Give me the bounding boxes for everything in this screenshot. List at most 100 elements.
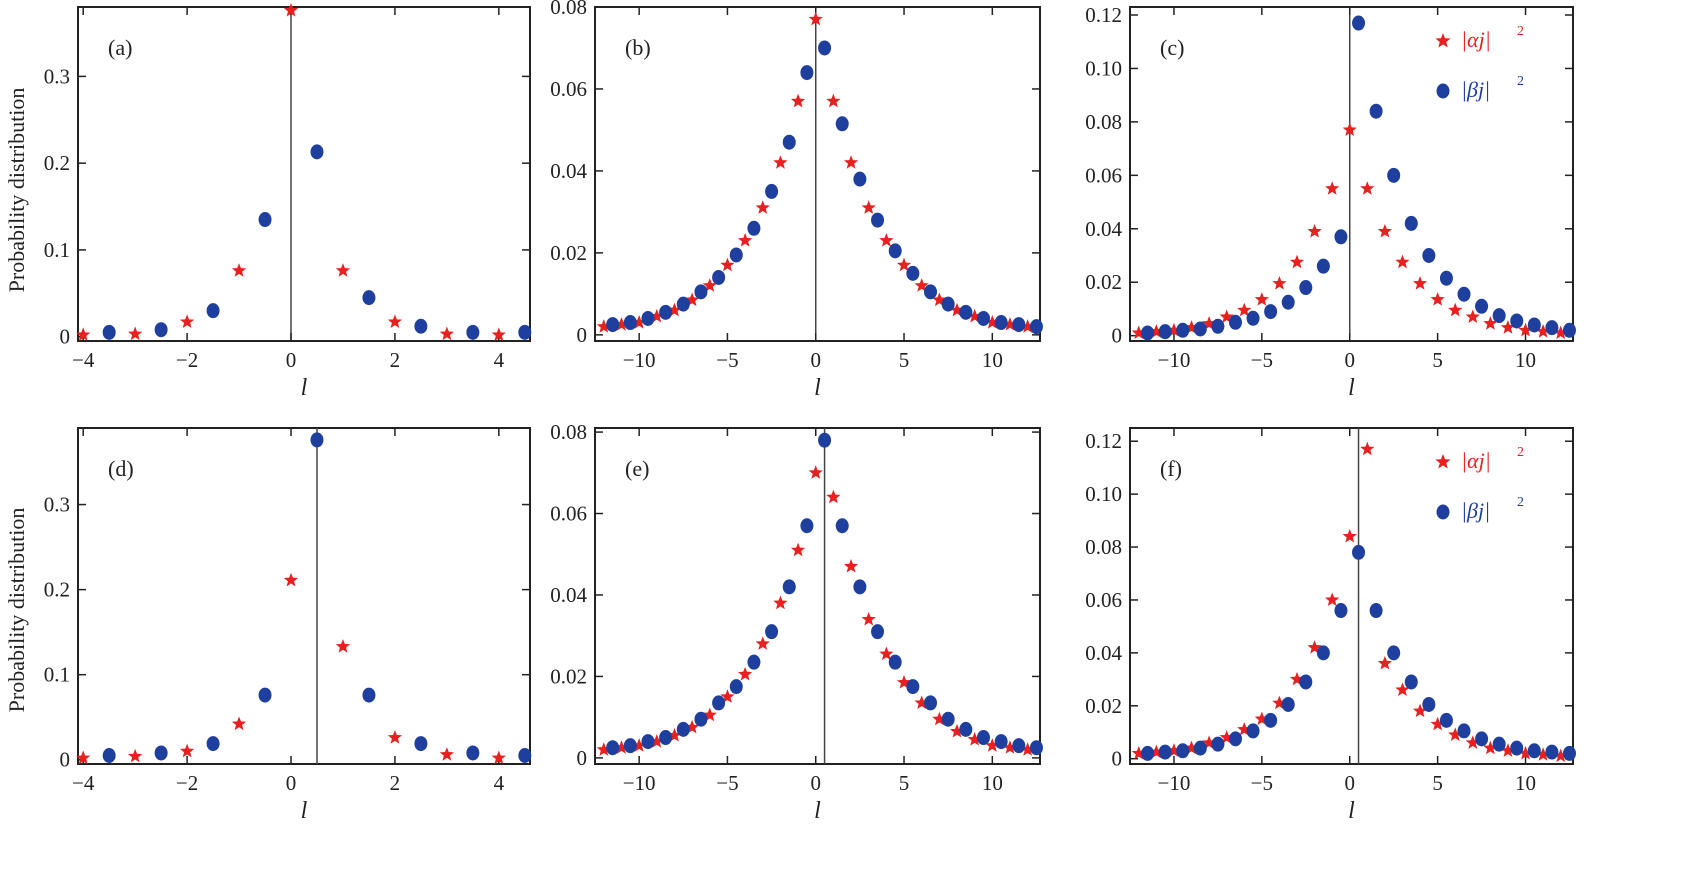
alpha-star-point	[179, 743, 195, 758]
x-tick-label: −5	[716, 771, 738, 795]
alpha-star-point	[283, 572, 299, 587]
alpha-star-point	[861, 611, 876, 626]
beta-dot-point	[853, 579, 867, 595]
alpha-star-point	[1360, 441, 1375, 456]
beta-dot-point	[1387, 167, 1401, 183]
alpha-star-point	[614, 317, 629, 331]
alpha-star-point	[1325, 181, 1340, 195]
beta-dot-point	[310, 432, 324, 448]
alpha-star-point	[1237, 302, 1252, 317]
alpha-star-point	[76, 750, 91, 765]
alpha-star-point	[128, 748, 143, 763]
alpha-star-point	[1289, 671, 1305, 686]
y-tick-label: 0.04	[1085, 641, 1122, 665]
beta-dot-point	[906, 265, 920, 281]
alpha-star-point	[439, 747, 455, 761]
alpha-star-point	[1184, 740, 1199, 755]
beta-dot-point	[1316, 258, 1330, 274]
alpha-star-point	[949, 723, 965, 738]
beta-dot-point	[888, 243, 902, 259]
alpha-star-point	[667, 302, 682, 317]
ylabel-bottom: Probability distribution	[4, 508, 29, 713]
beta-dot-point	[659, 730, 673, 746]
beta-dot-point	[1246, 310, 1260, 326]
y-tick-label: 0.02	[550, 664, 587, 688]
beta-dot-point	[1439, 270, 1453, 286]
beta-dot-point	[818, 432, 832, 448]
alpha-star-point	[967, 308, 982, 323]
plot-frame	[77, 427, 531, 765]
beta-dot-point	[258, 212, 272, 228]
y-tick-label: 0	[577, 746, 588, 770]
y-tick-label: 0.04	[550, 583, 587, 607]
alpha-star-point	[1307, 223, 1322, 238]
beta-dot-point	[676, 296, 690, 312]
alpha-star-point	[1465, 309, 1480, 324]
y-tick-label: 0	[60, 325, 71, 349]
y-tick-label: 0.2	[44, 151, 70, 175]
alpha-star-point	[826, 93, 841, 108]
x-tick-label: 10	[1515, 348, 1536, 372]
beta-dot-point	[414, 736, 428, 752]
beta-dot-point	[102, 324, 116, 340]
plot-frame	[1129, 427, 1574, 765]
alpha-star-point	[335, 639, 351, 653]
x-tick-label: −5	[716, 348, 738, 372]
alpha-star-point	[684, 719, 700, 734]
y-tick-label: 0.08	[1085, 110, 1122, 134]
legend-star-icon	[1435, 454, 1451, 469]
beta-dot-point	[641, 734, 655, 750]
x-tick-label: 0	[1344, 348, 1355, 372]
beta-dot-point	[1334, 229, 1348, 245]
alpha-star-point	[932, 292, 947, 307]
y-tick-label: 0.08	[550, 420, 587, 444]
alpha-star-point	[1535, 747, 1551, 761]
panel-label: (a)	[108, 35, 132, 60]
beta-dot-point	[206, 303, 220, 319]
alpha-star-point	[702, 707, 717, 722]
x-tick-label: −2	[176, 348, 198, 372]
y-tick-label: 0.06	[1085, 588, 1122, 612]
beta-dot-point	[1422, 696, 1436, 712]
y-tick-label: 0	[60, 748, 71, 772]
alpha-star-point	[231, 716, 247, 731]
x-tick-label: 10	[982, 771, 1003, 795]
panel-label: (b)	[625, 35, 651, 60]
alpha-star-point	[1412, 703, 1428, 718]
y-tick-label: 0.1	[44, 663, 70, 687]
beta-dot-point	[906, 679, 920, 695]
beta-dot-point	[1141, 745, 1155, 761]
alpha-star-point	[1395, 682, 1410, 696]
x-tick-label: −10	[1158, 771, 1191, 795]
beta-dot-point	[1527, 317, 1541, 333]
beta-dot-point	[1492, 736, 1506, 752]
beta-dot-point	[941, 711, 955, 727]
alpha-star-point	[1500, 320, 1516, 334]
x-tick-label: 4	[494, 771, 505, 795]
beta-dot-point	[1422, 247, 1436, 263]
beta-dot-point	[1158, 744, 1172, 760]
panel-a: −4 −2 0 2 4 0 0.1 0.2 0.3 l (a)	[44, 2, 532, 401]
beta-dot-point	[835, 518, 849, 534]
beta-dot-point	[623, 315, 637, 331]
y-tick-label: 0.04	[1085, 217, 1122, 241]
alpha-star-point	[1448, 302, 1463, 317]
beta-dot-point	[1211, 736, 1225, 752]
beta-dot-point	[414, 318, 428, 334]
alpha-star-point	[1237, 722, 1252, 736]
panels-group: −4 −2 0 2 4 0 0.1 0.2 0.3 l (a) −10 −5 0 5 10 0 0.02 0.04 0…	[44, 0, 1576, 824]
x-tick-label: 2	[390, 348, 401, 372]
beta-dot-point	[623, 738, 637, 754]
legend-beta-label: |βj|	[1461, 77, 1490, 102]
beta-dot-point	[1228, 314, 1242, 330]
alpha-star-point	[179, 314, 195, 328]
alpha-star-point	[1483, 316, 1498, 330]
x-tick-label: 0	[1344, 771, 1355, 795]
y-tick-label: 0.02	[1085, 270, 1122, 294]
alpha-star-point	[949, 302, 965, 317]
panel-c: −10 −5 0 5 10 0 0.02 0.04 0.06 0.08 0.10 0.12 l (c) |α…	[1085, 3, 1576, 401]
panel-label: (c)	[1160, 35, 1184, 60]
beta-dot-point	[747, 654, 761, 670]
alpha-star-point	[1219, 730, 1234, 744]
y-tick-label: 0.08	[550, 0, 587, 19]
